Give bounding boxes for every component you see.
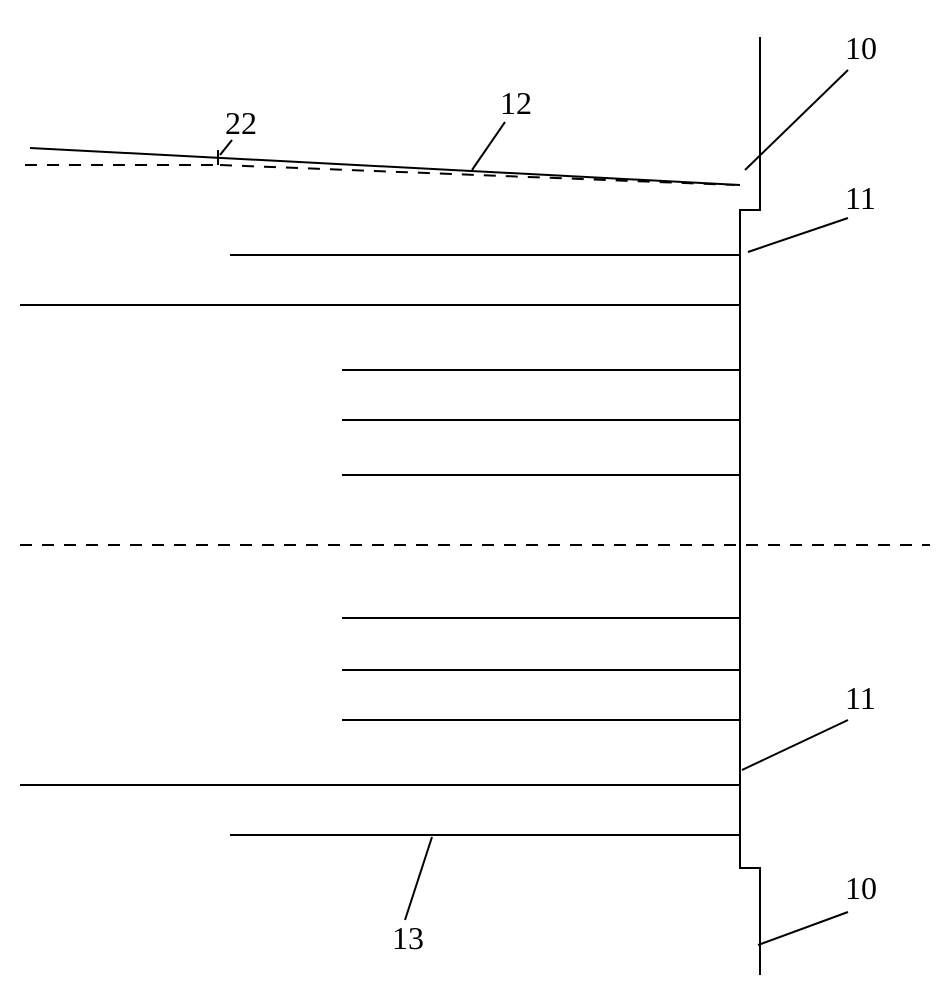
label-10: 10 (845, 30, 877, 67)
label-11-bottom: 11 (845, 680, 876, 717)
diagram-canvas (0, 0, 948, 1000)
label-10-bottom: 10 (845, 870, 877, 907)
label-13: 13 (392, 920, 424, 957)
label-22: 22 (225, 105, 257, 142)
label-11-top: 11 (845, 180, 876, 217)
label-12: 12 (500, 85, 532, 122)
